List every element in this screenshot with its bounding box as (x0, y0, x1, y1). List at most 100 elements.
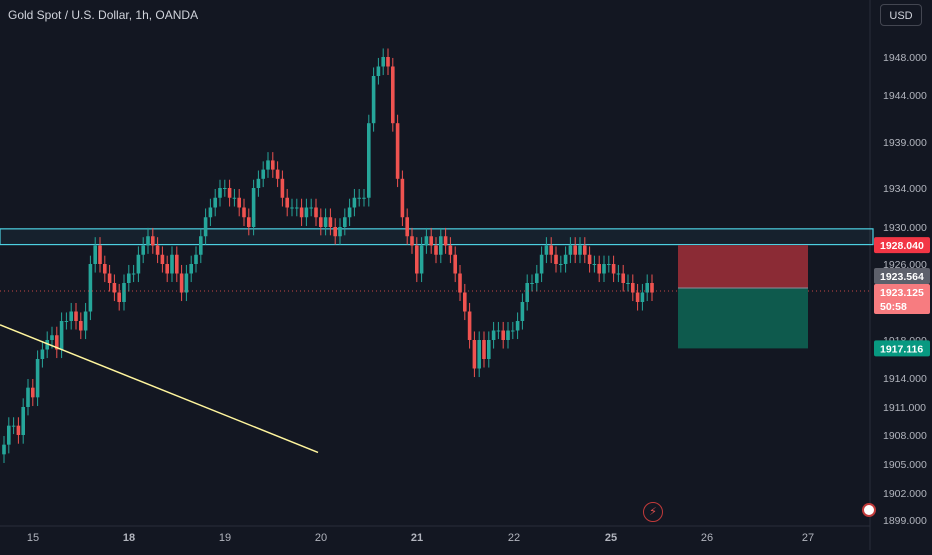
candle-body (650, 283, 654, 293)
candle-body (448, 245, 453, 255)
candle-body (583, 245, 587, 255)
candle-body (247, 217, 251, 227)
candle-body (592, 264, 597, 265)
candle-body (232, 197, 237, 199)
candle-body (482, 340, 486, 359)
candle-body (237, 197, 241, 208)
candle-body (223, 188, 227, 189)
candle-body (530, 283, 534, 284)
x-tick-label: 27 (802, 532, 814, 544)
y-tick-label: 1905.000 (883, 459, 927, 471)
y-tick-label: 1902.000 (883, 488, 927, 500)
candle-body (515, 321, 520, 331)
candle-body (616, 273, 621, 275)
lightning-icon[interactable]: ⚡ (643, 502, 663, 522)
candle-body (83, 311, 88, 331)
candle-body (419, 245, 424, 274)
candle-body (213, 197, 217, 208)
candle-body (429, 236, 433, 246)
candle-body (472, 340, 477, 369)
x-tick-label: 15 (27, 532, 39, 544)
candle-body (597, 264, 601, 274)
countdown-label-tag (874, 284, 930, 314)
candle-body (410, 236, 414, 246)
x-tick-label: 22 (508, 532, 520, 544)
candle-body (621, 273, 625, 283)
candle-body (21, 407, 25, 435)
candle-body (11, 425, 16, 427)
candle-body (88, 264, 93, 312)
candle-body (314, 207, 318, 218)
candle-body (367, 123, 371, 198)
candle-body (146, 236, 150, 246)
candle-body (477, 340, 481, 369)
candle-body (607, 264, 611, 265)
candle-body (554, 254, 558, 264)
candle-body (103, 264, 107, 274)
candle-body (184, 273, 189, 293)
candle-body (127, 273, 131, 283)
take-profit-zone (678, 288, 808, 349)
candle-body (93, 245, 97, 264)
us-flag-icon[interactable] (862, 503, 876, 517)
time-axis[interactable]: 15 18 19 20 21 22 25 26 27 (27, 532, 814, 544)
candle-body (391, 66, 395, 124)
chart-title: Gold Spot / U.S. Dollar, 1h, OANDA (8, 8, 199, 22)
price-axis[interactable]: 1948.000 1944.000 1939.000 1934.000 1930.000… (883, 52, 927, 527)
candle-body (395, 123, 400, 179)
y-tick-label: 1939.000 (883, 137, 927, 149)
current-price-label-tag (874, 268, 930, 284)
candle-body (266, 160, 270, 170)
candle-body (453, 254, 457, 274)
candle-body (328, 217, 333, 227)
candle-body (45, 340, 49, 350)
candle-body (69, 311, 73, 321)
candle-body (559, 264, 563, 265)
candle-body (251, 188, 256, 227)
candle-body (31, 387, 35, 398)
candle-body (64, 321, 69, 322)
y-tick-label: 1934.000 (883, 183, 927, 195)
candle-body (50, 335, 54, 340)
target-price-label-text: 1917.116 (880, 343, 923, 355)
candle-body (487, 340, 491, 359)
candle-body (458, 273, 462, 293)
candle-body (7, 425, 11, 445)
currency-button[interactable]: USD (880, 4, 922, 26)
candle-body (611, 264, 616, 274)
candle-body (376, 66, 381, 76)
trendline-layer (0, 324, 319, 454)
candle-body (131, 273, 136, 275)
candle-body (439, 236, 443, 255)
candle-body (443, 236, 448, 246)
candle-body (506, 330, 510, 340)
candle-body (16, 425, 21, 435)
candle-body (2, 444, 6, 455)
candle-body (141, 245, 145, 255)
y-tick-label: 1948.000 (883, 52, 927, 64)
candle-body (35, 359, 40, 398)
candle-body (535, 273, 539, 283)
candle-body (122, 283, 126, 302)
stop-loss-zone (678, 245, 808, 288)
y-tick-label: 1914.000 (883, 373, 927, 385)
candle-body (165, 264, 169, 274)
candle-body (295, 207, 299, 209)
candle-body (463, 292, 467, 312)
x-tick-label: 20 (315, 532, 327, 544)
x-tick-label: 21 (411, 532, 423, 544)
x-tick-label: 25 (605, 532, 617, 544)
candle-body (511, 330, 515, 332)
candle-body (568, 245, 573, 255)
y-tick-label: 1908.000 (883, 430, 927, 442)
candle-body (563, 254, 568, 264)
candle-body (626, 283, 630, 284)
candle-body (415, 245, 419, 274)
candle-layer (2, 48, 654, 464)
candle-body (573, 245, 577, 255)
candle-body (539, 254, 544, 274)
candle-body (107, 273, 112, 283)
candle-body (357, 197, 361, 199)
